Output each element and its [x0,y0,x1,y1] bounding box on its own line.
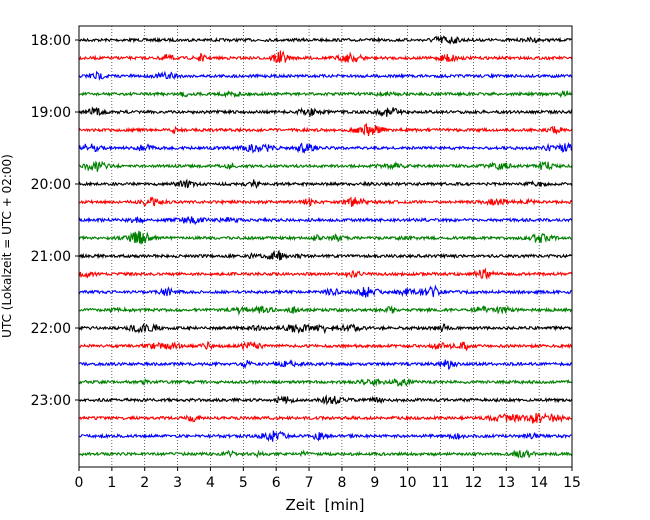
x-tick-label: 5 [239,475,248,491]
trace-line-1815 [78,50,573,64]
trace-line-2300 [78,394,573,406]
trace-line-2315 [78,412,573,424]
x-tick-label: 9 [370,475,379,491]
x-tick-label: 11 [432,475,450,491]
trace-line-2130 [78,284,573,298]
trace-line-1930 [78,141,573,155]
x-tick-label: 14 [530,475,548,491]
x-tick-label: 12 [464,475,482,491]
y-tick-label: 18:00 [31,33,71,49]
trace-line-1845 [78,89,573,99]
x-tick-label: 6 [272,475,281,491]
trace-line-1945 [78,160,573,172]
y-tick-label: 21:00 [31,249,71,265]
x-tick-label: 3 [173,475,182,491]
plot-frame [78,25,573,468]
x-tick-label: 4 [206,475,215,491]
x-tick-label: 1 [107,475,116,491]
trace-line-2245 [78,377,573,387]
trace-line-1830 [78,70,573,81]
trace-line-1800 [78,35,573,45]
x-axis-ticks: 0 1 2 3 4 5 6 7 8 9 10 11 12 13 14 15 [75,467,581,491]
trace-line-2330 [78,430,573,442]
y-tick-label: 19:00 [31,105,71,121]
x-tick-label: 8 [337,475,346,491]
x-tick-label: 13 [497,475,515,491]
y-axis-ticks: 18:00 19:00 20:00 21:00 22:00 23:00 [31,33,79,409]
trace-line-2200 [78,322,573,335]
trace-line-2045 [78,230,573,245]
trace-line-2030 [78,215,573,226]
y-tick-label: 22:00 [31,321,71,337]
x-tick-label: 7 [305,475,314,491]
trace-line-2115 [78,267,573,281]
trace-line-2230 [78,359,573,371]
trace-line-1900 [78,106,573,118]
trace-line-2145 [78,304,573,316]
trace-line-2215 [78,340,573,352]
trace-line-2100 [78,249,573,261]
x-axis-label: Zeit [min] [285,496,364,514]
x-tick-label: 15 [563,475,581,491]
trace-lines [78,35,573,459]
trace-line-2345 [79,449,573,459]
y-tick-label: 20:00 [31,177,71,193]
y-tick-label: 23:00 [31,393,71,409]
trace-line-2000 [78,178,573,189]
x-tick-label: 10 [399,475,417,491]
x-tick-label: 2 [140,475,149,491]
trace-line-2015 [78,196,573,207]
y-axis-label: UTC (Lokalzeit = UTC + 02:00) [0,154,14,338]
trace-line-1915 [78,122,573,137]
x-tick-label: 0 [75,475,84,491]
